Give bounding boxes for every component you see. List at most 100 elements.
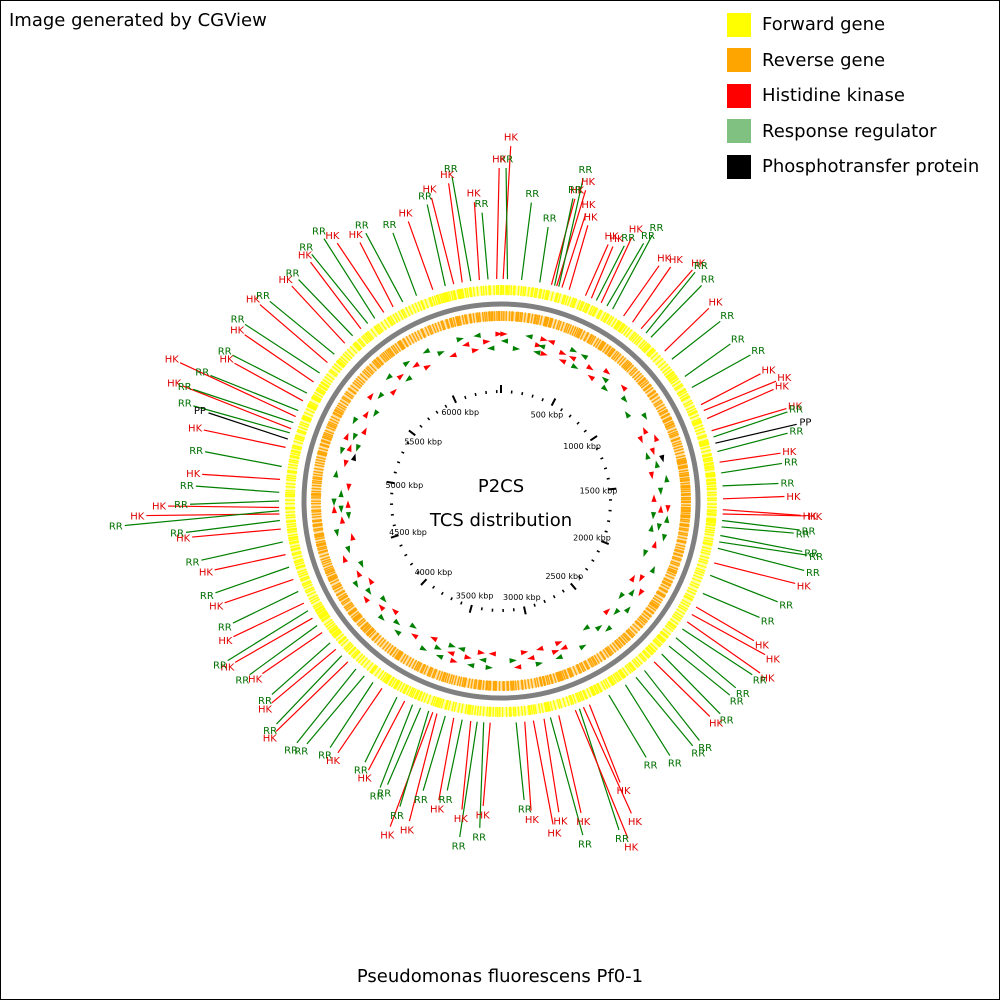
reverse-gene-track-stripe: [669, 433, 680, 439]
tick-label: 5000 kbp: [385, 481, 423, 490]
forward-gene-track-stripe: [520, 285, 523, 297]
forward-gene-track-stripe: [659, 631, 669, 639]
hk-feature-label: HK: [152, 502, 167, 513]
rr-marker: [340, 446, 346, 455]
reverse-gene-track-stripe: [363, 368, 372, 377]
hk-marker: [657, 505, 664, 513]
forward-gene-track-stripe: [381, 672, 389, 683]
reverse-gene-track-stripe: [587, 658, 594, 668]
forward-gene-track-stripe: [694, 427, 705, 433]
forward-gene-track-stripe: [705, 522, 716, 526]
hk-marker: [363, 595, 370, 604]
forward-gene-track-stripe: [587, 305, 594, 315]
reverse-gene-track-stripe: [566, 324, 572, 335]
forward-gene-track-stripe: [285, 520, 297, 523]
reverse-gene-track-stripe: [597, 340, 604, 350]
reverse-gene-track-stripe: [579, 330, 586, 340]
forward-gene-track-stripe: [288, 460, 299, 464]
forward-gene-track-stripe: [390, 678, 398, 688]
forward-gene-track-stripe: [285, 511, 296, 514]
forward-gene-track-stripe: [592, 684, 599, 695]
reverse-gene-track-stripe: [319, 553, 330, 558]
hk-feature-label: HK: [400, 825, 415, 836]
forward-gene-track-stripe: [677, 605, 688, 612]
forward-gene-track-stripe: [289, 541, 300, 545]
rr-feature-label: RR: [804, 548, 818, 559]
rr-marker: [338, 489, 344, 498]
reverse-gene-track-stripe: [530, 678, 534, 689]
hk-feature-line: [244, 334, 314, 383]
reverse-gene-track-stripe: [577, 329, 584, 339]
reverse-gene-track-stripe: [616, 355, 625, 365]
reverse-gene-track-stripe: [312, 480, 323, 483]
forward-gene-track-stripe: [349, 345, 358, 355]
reverse-gene-track-stripe: [557, 320, 562, 331]
forward-gene-track-stripe: [603, 313, 610, 324]
rr-feature-label: RR: [418, 191, 432, 202]
hk-marker: [568, 355, 577, 362]
rr-feature-line: [645, 271, 696, 334]
rr-feature-line: [479, 722, 485, 828]
rr-feature-line: [520, 202, 532, 281]
rr-feature-line: [549, 717, 584, 836]
forward-gene-track-stripe: [571, 693, 577, 704]
reverse-gene-track-stripe: [527, 313, 531, 324]
hk-feature-line: [233, 602, 305, 638]
forward-gene-track-stripe: [706, 510, 717, 513]
rr-marker: [601, 376, 610, 384]
forward-gene-track-stripe: [608, 675, 616, 686]
reverse-gene-track-stripe: [488, 311, 491, 322]
forward-gene-track-stripe: [568, 695, 573, 706]
forward-gene-track-stripe: [288, 535, 299, 539]
hk-feature-label: HK: [616, 786, 631, 797]
rr-feature-label: RR: [355, 221, 369, 232]
rr-marker: [605, 624, 613, 632]
hk-marker: [361, 427, 367, 436]
reverse-gene-track-stripe: [344, 602, 354, 610]
rr-marker: [580, 354, 589, 361]
forward-gene-track-stripe: [703, 459, 714, 463]
forward-gene-track-stripe: [320, 380, 330, 388]
rr-feature-line: [192, 388, 294, 424]
reverse-gene-track-stripe: [610, 350, 619, 360]
rr-marker: [509, 658, 517, 664]
forward-gene-track-stripe: [687, 586, 698, 593]
forward-gene-track-stripe: [326, 622, 336, 630]
reverse-gene-track-stripe: [376, 637, 385, 646]
reverse-gene-track-stripe: [384, 642, 392, 652]
forward-gene-track-stripe: [288, 463, 299, 467]
forward-gene-track-stripe: [702, 542, 713, 546]
reverse-gene-track-stripe: [384, 350, 392, 360]
major-tick: [550, 398, 557, 407]
forward-gene-track-stripe: [302, 415, 312, 421]
hk-marker: [343, 432, 349, 441]
rr-feature-line: [185, 519, 280, 533]
reverse-gene-track-stripe: [679, 524, 690, 528]
reverse-gene-track-stripe: [678, 528, 689, 532]
hk-feature-label: HK: [258, 704, 273, 715]
forward-gene-track-stripe: [387, 676, 395, 686]
forward-gene-track-stripe: [544, 701, 549, 713]
rr-feature-line: [539, 226, 549, 283]
rr-feature-label: RR: [543, 214, 557, 225]
hk-feature-label: HK: [246, 294, 261, 305]
reverse-gene-track-stripe: [426, 666, 432, 677]
reverse-gene-track-stripe: [458, 676, 463, 687]
rr-marker: [434, 644, 442, 650]
hk-feature-line: [722, 513, 807, 517]
reverse-gene-track-stripe: [645, 606, 655, 614]
minor-tick: [409, 562, 414, 566]
reverse-gene-track-stripe: [311, 481, 322, 485]
hk-feature-label: HK: [398, 208, 413, 219]
hk-feature-label: HK: [209, 601, 224, 612]
reverse-gene-track-stripe: [324, 568, 335, 574]
reverse-gene-track-stripe: [580, 661, 587, 672]
forward-gene-track-stripe: [290, 452, 301, 457]
forward-gene-track-stripe: [364, 332, 372, 342]
forward-gene-track-stripe: [461, 288, 465, 299]
rr-feature-line: [189, 500, 280, 505]
forward-gene-track-stripe: [304, 586, 315, 592]
hk-feature-label: HK: [476, 810, 491, 821]
hk-marker: [587, 374, 596, 382]
reverse-gene-track-stripe: [523, 312, 527, 323]
